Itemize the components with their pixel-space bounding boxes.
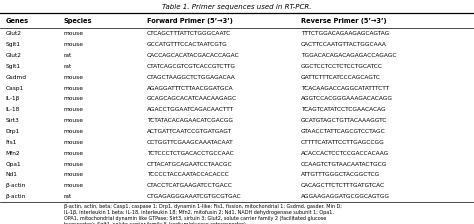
Text: CCTGGTTCGAAGCAAATACAAT: CCTGGTTCGAAGCAAATACAAT: [147, 140, 234, 145]
Text: TTTCTGGACAGAAGAGCAGTAG: TTTCTGGACAGAAGAGCAGTAG: [301, 31, 389, 36]
Text: GTAACCTATTCAGCGTCCTAGC: GTAACCTATTCAGCGTCCTAGC: [301, 129, 386, 134]
Text: CTATCAGCGTCGTCACCGTCTTG: CTATCAGCGTCGTCACCGTCTTG: [147, 64, 236, 69]
Text: Fis1: Fis1: [6, 140, 17, 145]
Text: AGAGGATTTCTTAACGGATGCA: AGAGGATTTCTTAACGGATGCA: [147, 86, 234, 90]
Text: GCATGTAGCTGTTACAAAGGTC: GCATGTAGCTGTTACAAAGGTC: [301, 118, 387, 123]
Text: CTAGCTAAGGCTCTGGAGACAA: CTAGCTAAGGCTCTGGAGACAA: [147, 75, 236, 80]
Text: ATTGTTTGGGCTACGGCTCG: ATTGTTTGGGCTACGGCTCG: [301, 172, 380, 177]
Text: Reverse Primer (5’→3’): Reverse Primer (5’→3’): [301, 18, 387, 24]
Text: mouse: mouse: [64, 172, 84, 177]
Text: Gsdmd: Gsdmd: [6, 75, 27, 80]
Text: β-actin, actin, beta; Casp1, caspase 1; Drp1, dynamin 1-like; Fis1, fission, mit: β-actin, actin, beta; Casp1, caspase 1; …: [64, 204, 342, 224]
Text: GCCATGTTTCCACTAATCGTG: GCCATGTTTCCACTAATCGTG: [147, 42, 228, 47]
Text: Drp1: Drp1: [6, 129, 20, 134]
Text: Table 1. Primer sequences used in RT-PCR.: Table 1. Primer sequences used in RT-PCR…: [162, 4, 312, 11]
Text: IL-18: IL-18: [6, 107, 20, 112]
Text: AGGAAGAGGATGCGGCAGTGG: AGGAAGAGGATGCGGCAGTGG: [301, 194, 390, 199]
Text: TCTATACACAGAACATCGACGG: TCTATACACAGAACATCGACGG: [147, 118, 233, 123]
Text: rat: rat: [64, 53, 72, 58]
Text: CCAAGTCTGTAACAATACTGCG: CCAAGTCTGTAACAATACTGCG: [301, 162, 387, 167]
Text: mouse: mouse: [64, 31, 84, 36]
Text: mouse: mouse: [64, 42, 84, 47]
Text: CTTTTCATATTCCTTGAGCCGG: CTTTTCATATTCCTTGAGCCGG: [301, 140, 385, 145]
Text: mouse: mouse: [64, 151, 84, 156]
Text: CTTACATGCAGAATCCTAACGC: CTTACATGCAGAATCCTAACGC: [147, 162, 233, 167]
Text: CTACCTCATGAAGATCCTGACC: CTACCTCATGAAGATCCTGACC: [147, 183, 233, 188]
Text: mouse: mouse: [64, 118, 84, 123]
Text: TCACAAGACCAGGCATATTTCTT: TCACAAGACCAGGCATATTTCTT: [301, 86, 389, 90]
Text: GCAGCAGCACATCAACAAGAGC: GCAGCAGCACATCAACAAGAGC: [147, 97, 237, 101]
Text: Nd1: Nd1: [6, 172, 18, 177]
Text: mouse: mouse: [64, 75, 84, 80]
Text: Glut2: Glut2: [6, 53, 22, 58]
Text: CACAGCTTCTCTTTGATGTCAC: CACAGCTTCTCTTTGATGTCAC: [301, 183, 385, 188]
Text: GATTCTTTCATCCCAGCAGTC: GATTCTTTCATCCCAGCAGTC: [301, 75, 381, 80]
Text: TCCCCTACCAATACCACACCC: TCCCCTACCAATACCACACCC: [147, 172, 228, 177]
Text: GGCTCCTCCTCTCCTGCATCC: GGCTCCTCCTCTCCTGCATCC: [301, 64, 383, 69]
Text: AGGTCCACGGGAAAGACACAGG: AGGTCCACGGGAAAGACACAGG: [301, 97, 393, 101]
Text: Forward Primer (5’→3’): Forward Primer (5’→3’): [147, 18, 233, 24]
Text: Mfn2: Mfn2: [6, 151, 20, 156]
Text: rat: rat: [64, 64, 72, 69]
Text: AGACCTGGAATCAGACAACTTT: AGACCTGGAATCAGACAACTTT: [147, 107, 234, 112]
Text: rat: rat: [64, 194, 72, 199]
Text: CACCAGCACATACGACACCAGAC: CACCAGCACATACGACACCAGAC: [147, 53, 239, 58]
Text: CTGAGAGGGAAATCGTGCGTGAC: CTGAGAGGGAAATCGTGCGTGAC: [147, 194, 242, 199]
Text: IL-1β: IL-1β: [6, 97, 20, 101]
Text: ACACCACTCCTCCGACCACAAG: ACACCACTCCTCCGACCACAAG: [301, 151, 389, 156]
Text: mouse: mouse: [64, 97, 84, 101]
Text: TCTCCCTCTGACACCTGCCAAC: TCTCCCTCTGACACCTGCCAAC: [147, 151, 234, 156]
Text: β-actin: β-actin: [6, 183, 26, 188]
Text: mouse: mouse: [64, 107, 84, 112]
Text: β-actin: β-actin: [6, 194, 26, 199]
Text: mouse: mouse: [64, 183, 84, 188]
Text: TCAGTCATATCCTCGAACACAG: TCAGTCATATCCTCGAACACAG: [301, 107, 386, 112]
Text: mouse: mouse: [64, 162, 84, 167]
Text: Sirt3: Sirt3: [6, 118, 19, 123]
Text: CACTTCCAATGTTACTGGCAAA: CACTTCCAATGTTACTGGCAAA: [301, 42, 387, 47]
Text: CTCAGCTTTATTCTGGGCAATC: CTCAGCTTTATTCTGGGCAATC: [147, 31, 231, 36]
Text: mouse: mouse: [64, 86, 84, 90]
Text: Sglt1: Sglt1: [6, 42, 21, 47]
Text: Opa1: Opa1: [6, 162, 21, 167]
Text: Casp1: Casp1: [6, 86, 24, 90]
Text: mouse: mouse: [64, 129, 84, 134]
Text: TGGACACAGACAGAGACCAGAGC: TGGACACAGACAGAGACCAGAGC: [301, 53, 396, 58]
Text: Glut2: Glut2: [6, 31, 22, 36]
Text: Sglt1: Sglt1: [6, 64, 21, 69]
Text: mouse: mouse: [64, 140, 84, 145]
Text: Species: Species: [64, 18, 92, 24]
Text: ACTGATTCAATCCGTGATGAGT: ACTGATTCAATCCGTGATGAGT: [147, 129, 232, 134]
Text: Genes: Genes: [6, 18, 29, 24]
